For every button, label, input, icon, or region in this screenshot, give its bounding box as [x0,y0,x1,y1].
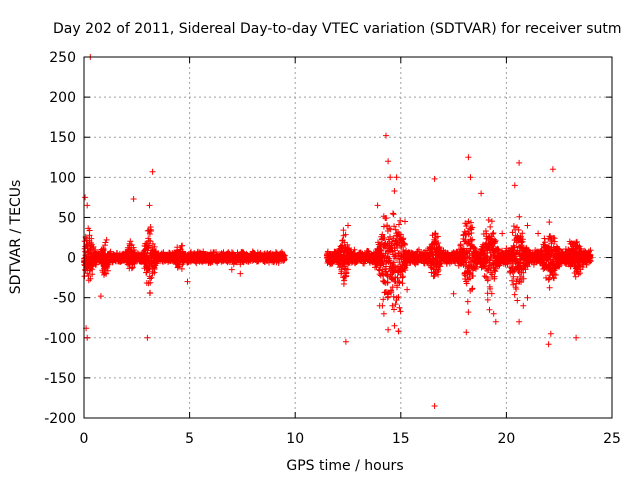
x-tick-label: 20 [497,431,515,447]
y-tick-label: -200 [44,411,76,427]
y-tick-label: 50 [58,210,76,226]
data-series [81,54,594,409]
y-tick-label: 250 [49,50,76,66]
axis-ticks: -200 -150 -100 -50 0 50 100 150 200 250 0 5 10 15 20 25 [44,50,621,447]
y-tick-label: 200 [49,90,76,106]
y-tick-label: 150 [49,130,76,146]
y-axis-label: SDTVAR / TECUs [8,180,24,295]
chart-title: Day 202 of 2011, Sidereal Day-to-day VTE… [53,21,622,37]
data-points [81,54,594,409]
plot-frame [83,56,613,419]
y-tick-label: 100 [49,170,76,186]
x-tick-label: 5 [185,431,194,447]
x-tick-label: 25 [603,431,621,447]
x-tick-label: 15 [392,431,410,447]
grid [84,57,612,418]
y-tick-label: -100 [44,331,76,347]
y-tick-label: -50 [53,291,76,307]
y-tick-label: -150 [44,371,76,387]
y-tick-label: 0 [67,251,76,267]
x-axis-label: GPS time / hours [286,458,403,474]
x-tick-label: 0 [80,431,89,447]
x-tick-label: 10 [286,431,304,447]
